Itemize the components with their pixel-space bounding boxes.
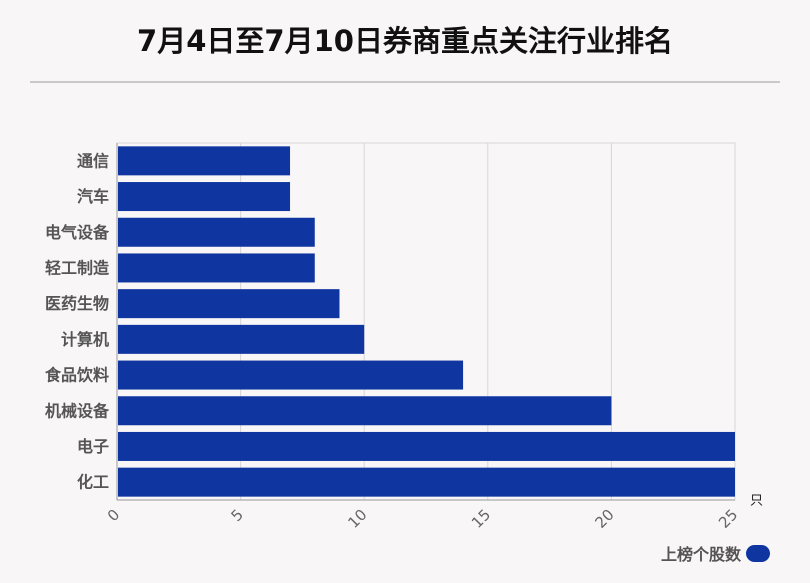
category-label: 食品饮料 (44, 366, 109, 385)
bar (118, 289, 340, 319)
x-tick-label: 25 (715, 506, 741, 532)
bar (118, 431, 735, 461)
chart-title: 7月4日至7月10日券商重点关注行业排名 (137, 24, 673, 58)
bar (118, 146, 291, 176)
category-label: 计算机 (61, 330, 109, 349)
x-tick-label: 0 (104, 506, 123, 525)
category-label: 电气设备 (45, 223, 110, 242)
category-label: 医药生物 (45, 294, 109, 313)
category-label: 电子 (77, 437, 109, 456)
legend-swatch (746, 544, 770, 562)
x-tick-label: 15 (468, 506, 494, 532)
x-tick-label: 5 (227, 506, 246, 525)
bar (118, 324, 365, 354)
bar (118, 467, 735, 497)
bar (118, 217, 315, 247)
bar (118, 396, 612, 426)
x-tick-label: 10 (344, 506, 370, 532)
category-label: 汽车 (77, 187, 109, 206)
x-tick-label: 20 (592, 506, 618, 532)
x-unit-label: 只 (750, 494, 763, 509)
title-divider (30, 81, 780, 83)
category-label: 通信 (77, 151, 109, 170)
legend-label: 上榜个股数 (660, 545, 741, 564)
bar (118, 360, 464, 390)
category-label: 轻工制造 (45, 258, 110, 277)
bar (118, 182, 291, 212)
bar (118, 253, 315, 283)
legend: 上榜个股数 (661, 541, 770, 565)
category-label: 化工 (77, 473, 109, 492)
category-label: 机械设备 (45, 401, 110, 420)
